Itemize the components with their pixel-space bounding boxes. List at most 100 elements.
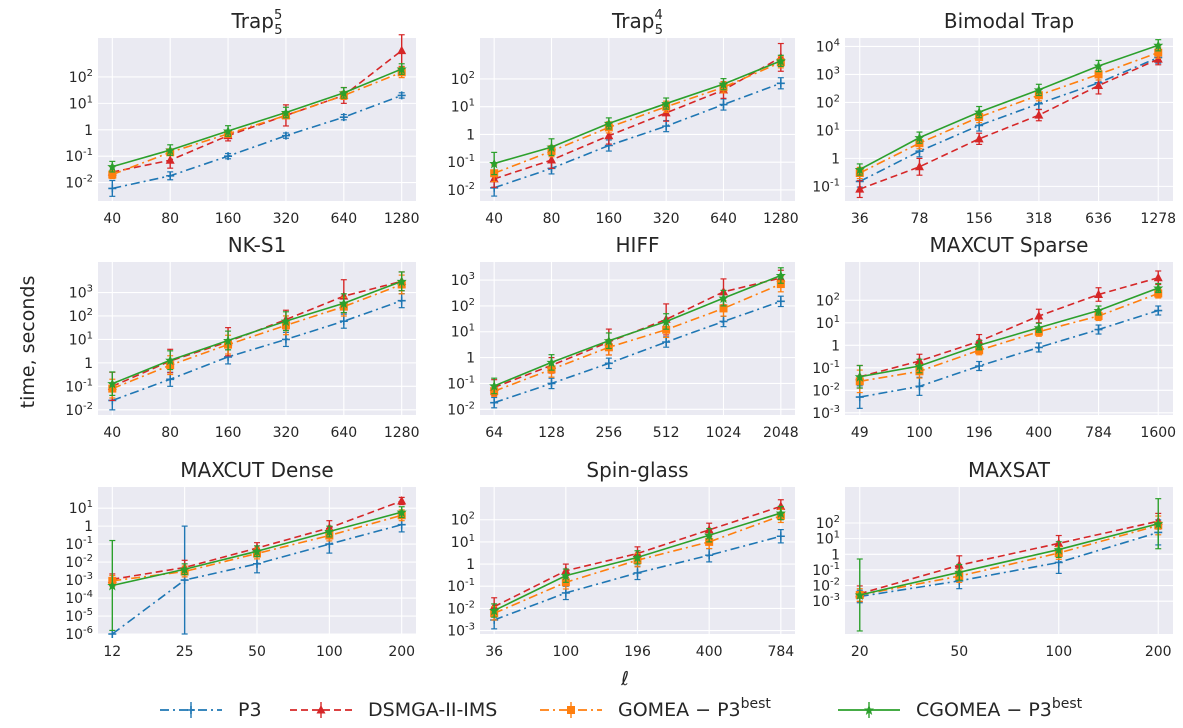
x-tick-label: 12 bbox=[103, 644, 121, 660]
x-tick-label: 1600 bbox=[1140, 425, 1176, 441]
x-tick-label: 40 bbox=[103, 211, 121, 227]
x-tick-label: 160 bbox=[215, 211, 242, 227]
legend-item-4: CGOMEA − P3best bbox=[838, 696, 1083, 721]
legend-item-3: GOMEA − P3best bbox=[540, 696, 771, 721]
y-tick-label: 102 bbox=[451, 297, 475, 315]
subplot-6: MAXCUT Sparse10-310-210-1110110249 100 196… bbox=[812, 233, 1176, 441]
x-tick-label: 320 bbox=[273, 425, 300, 441]
legend-item-1: P3 bbox=[160, 699, 262, 721]
y-tick-label: 10-3 bbox=[65, 571, 93, 589]
legend-label: P3 bbox=[238, 699, 262, 721]
subplot-title: NK-S1 bbox=[228, 233, 287, 257]
y-axis-label: time, seconds bbox=[17, 276, 39, 409]
y-tick-label: 10-1 bbox=[447, 577, 475, 595]
subplot-4: NK-S110-210-1110110210340 80 160 320 640 1280 bbox=[65, 233, 419, 441]
x-tick-label: 100 bbox=[1045, 644, 1072, 660]
y-tick-label: 1 bbox=[831, 338, 840, 354]
subplot-title: Bimodal Trap bbox=[944, 9, 1074, 33]
x-tick-label: 640 bbox=[330, 211, 357, 227]
x-tick-label: 1024 bbox=[706, 425, 742, 441]
x-tick-label: 1280 bbox=[384, 211, 420, 227]
y-tick-label: 1 bbox=[831, 547, 840, 563]
subplot-title: MAXCUT Dense bbox=[180, 458, 333, 482]
subplot-3: Bimodal Trap10-1110110210310436 78 156 318 6… bbox=[812, 9, 1176, 227]
subplot-9: MAXSAT10-310-210-1110110220 50 100 200 bbox=[812, 458, 1173, 660]
subplot-title: Trap4 5 bbox=[611, 8, 663, 38]
y-tick-label: 1 bbox=[84, 123, 93, 139]
x-tick-label: 78 bbox=[911, 211, 929, 227]
subplot-5: HIFF 10-2 10-1 1 101 102 103 64 128 256 512 1024 204… bbox=[447, 233, 798, 441]
x-tick-label: 20 bbox=[851, 644, 869, 660]
plot-area bbox=[98, 262, 416, 415]
x-tick-label: 640 bbox=[330, 425, 357, 441]
y-tick-label: 102 bbox=[69, 68, 93, 86]
x-tick-label: 40 bbox=[485, 211, 503, 227]
y-tick-label: 10-3 bbox=[812, 404, 840, 422]
y-tick-label: 10-6 bbox=[65, 625, 93, 643]
y-tick-label: 102 bbox=[69, 307, 93, 325]
y-tick-label: 101 bbox=[451, 98, 475, 116]
subplot-title: MAXCUT Sparse bbox=[930, 233, 1089, 257]
x-tick-label: 49 bbox=[851, 425, 869, 441]
x-tick-label: 320 bbox=[273, 211, 300, 227]
y-tick-label: 1 bbox=[466, 351, 475, 367]
x-tick-label: 64 bbox=[485, 425, 503, 441]
y-tick-label: 10-1 bbox=[65, 147, 93, 165]
x-tick-label: 318 bbox=[1025, 211, 1052, 227]
x-tick-label: 1280 bbox=[384, 425, 420, 441]
y-tick-label: 10-2 bbox=[447, 181, 475, 199]
y-tick-label: 1 bbox=[466, 557, 475, 573]
y-tick-label: 10-1 bbox=[65, 377, 93, 395]
y-tick-label: 103 bbox=[69, 284, 93, 302]
x-tick-label: 512 bbox=[653, 425, 680, 441]
y-tick-label: 101 bbox=[451, 323, 475, 341]
x-tick-label: 50 bbox=[248, 644, 266, 660]
y-tick-label: 10-3 bbox=[447, 622, 475, 640]
x-tick-label: 36 bbox=[485, 644, 503, 660]
x-tick-label: 400 bbox=[1025, 425, 1052, 441]
x-tick-label: 2048 bbox=[763, 425, 799, 441]
plot-area bbox=[845, 262, 1173, 415]
y-tick-label: 101 bbox=[69, 330, 93, 348]
y-tick-label: 10-2 bbox=[447, 599, 475, 617]
legend-label: CGOMEA − P3best bbox=[916, 696, 1083, 721]
legend-label: GOMEA − P3best bbox=[618, 696, 771, 721]
x-tick-label: 784 bbox=[767, 644, 794, 660]
y-tick-label: 103 bbox=[816, 65, 840, 83]
y-tick-label: 10-4 bbox=[65, 589, 93, 607]
x-tick-label: 80 bbox=[161, 211, 179, 227]
x-tick-label: 400 bbox=[696, 644, 723, 660]
x-tick-label: 50 bbox=[950, 644, 968, 660]
x-tick-label: 156 bbox=[966, 211, 993, 227]
x-tick-label: 25 bbox=[176, 644, 194, 660]
y-tick-label: 10-1 bbox=[812, 177, 840, 195]
y-tick-label: 101 bbox=[451, 533, 475, 551]
subplot-title: Spin-glass bbox=[586, 458, 688, 482]
subplot-2: Trap4 510-210-1110110240 80 160 320 640 1280 bbox=[447, 8, 798, 227]
x-tick-label: 100 bbox=[316, 644, 343, 660]
subplot-title: Trap5 5 bbox=[230, 8, 282, 38]
y-tick-label: 103 bbox=[451, 271, 475, 289]
x-tick-label: 196 bbox=[966, 425, 993, 441]
x-tick-label: 40 bbox=[103, 425, 121, 441]
plot-area bbox=[98, 38, 416, 201]
x-tick-label: 196 bbox=[624, 644, 651, 660]
legend: P3 DSMGA-II-IMS GOMEA − P3best CGOMEA − P3b… bbox=[160, 696, 1083, 721]
x-tick-label: 80 bbox=[161, 425, 179, 441]
x-tick-label: 636 bbox=[1085, 211, 1112, 227]
y-tick-label: 10-2 bbox=[65, 401, 93, 419]
y-tick-label: 101 bbox=[816, 121, 840, 139]
x-tick-label: 200 bbox=[1145, 644, 1172, 660]
y-tick-label: 1 bbox=[84, 356, 93, 372]
subplot-8: Spin-glass10-310-210-1110110236 100 196 400… bbox=[447, 458, 795, 660]
x-tick-label: 36 bbox=[851, 211, 869, 227]
x-tick-label: 80 bbox=[543, 211, 561, 227]
x-tick-label: 256 bbox=[595, 425, 622, 441]
y-tick-label: 102 bbox=[816, 93, 840, 111]
x-tick-label: 784 bbox=[1085, 425, 1112, 441]
x-tick-label: 320 bbox=[653, 211, 680, 227]
y-tick-label: 10-1 bbox=[65, 535, 93, 553]
x-tick-label: 1278 bbox=[1140, 211, 1176, 227]
